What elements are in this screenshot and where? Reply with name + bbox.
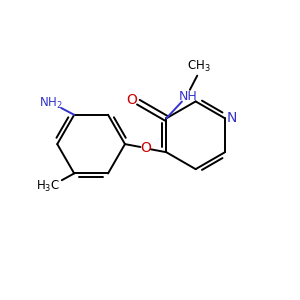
Text: O: O — [126, 93, 137, 107]
Text: CH$_3$: CH$_3$ — [187, 59, 211, 74]
Text: NH$_2$: NH$_2$ — [39, 95, 62, 111]
Text: O: O — [140, 141, 151, 155]
Text: N: N — [226, 111, 237, 125]
Text: NH: NH — [179, 90, 198, 103]
Text: H$_3$C: H$_3$C — [36, 178, 60, 194]
